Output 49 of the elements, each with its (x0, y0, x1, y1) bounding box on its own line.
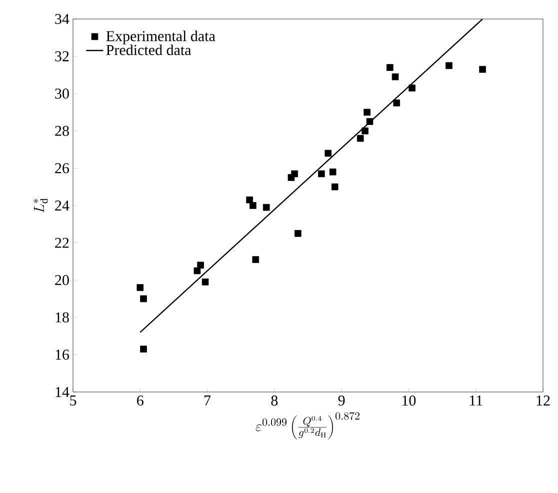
x-tick-label: 7 (204, 396, 211, 406)
y-tick-label: 16 (56, 350, 70, 360)
point (479, 66, 486, 73)
x-tick-label: 11 (470, 396, 482, 406)
point (291, 170, 298, 178)
point (324, 150, 332, 157)
point (318, 170, 325, 178)
point (294, 230, 302, 237)
y-tick-label: 34 (55, 14, 70, 24)
x-axis-title: $\varepsilon^{0.099}\left(\frac{Q^{0.4}}{g^{0.2}d_{\mathrm{H}}}\right)^{0.872}$ (256, 412, 360, 440)
y-tick-label: 24 (55, 200, 70, 210)
point (364, 108, 370, 116)
point (392, 73, 399, 80)
point (408, 84, 416, 92)
y-tick-label: 30 (55, 88, 69, 99)
x-tick-label: 10 (402, 396, 416, 406)
point (197, 262, 204, 269)
x-tick-label: 6 (137, 396, 144, 406)
point (393, 100, 400, 106)
point (386, 64, 394, 71)
point (356, 134, 364, 142)
y-tick-label: 14 (56, 387, 70, 397)
point (250, 202, 256, 209)
point (362, 127, 368, 134)
x-tick-label: 5 (70, 396, 76, 406)
legend-label: Experimental data (106, 30, 216, 44)
point (329, 168, 336, 176)
point (446, 62, 452, 70)
point (262, 204, 270, 211)
point (246, 196, 253, 204)
point (136, 284, 144, 291)
x-tick-label: 8 (271, 396, 278, 406)
y-tick-label: 28 (55, 126, 69, 136)
y-tick-label: 22 (55, 238, 69, 248)
point (140, 295, 147, 302)
y-tick-label: 26 (55, 163, 70, 174)
x-tick-label: 9 (338, 396, 345, 406)
point (140, 346, 147, 352)
x-tick-label: 12 (536, 396, 550, 406)
point (202, 278, 209, 286)
point (331, 183, 338, 190)
y-axis-title: $L^{*}_{\mathrm{d}}$ (34, 198, 48, 213)
legend-label: Predicted data (106, 44, 192, 56)
point (366, 118, 374, 125)
y-tick-label: 32 (55, 51, 69, 62)
y-tick-label: 18 (56, 312, 69, 322)
point (194, 267, 201, 274)
point (252, 256, 260, 263)
y-tick-label: 20 (55, 275, 69, 286)
